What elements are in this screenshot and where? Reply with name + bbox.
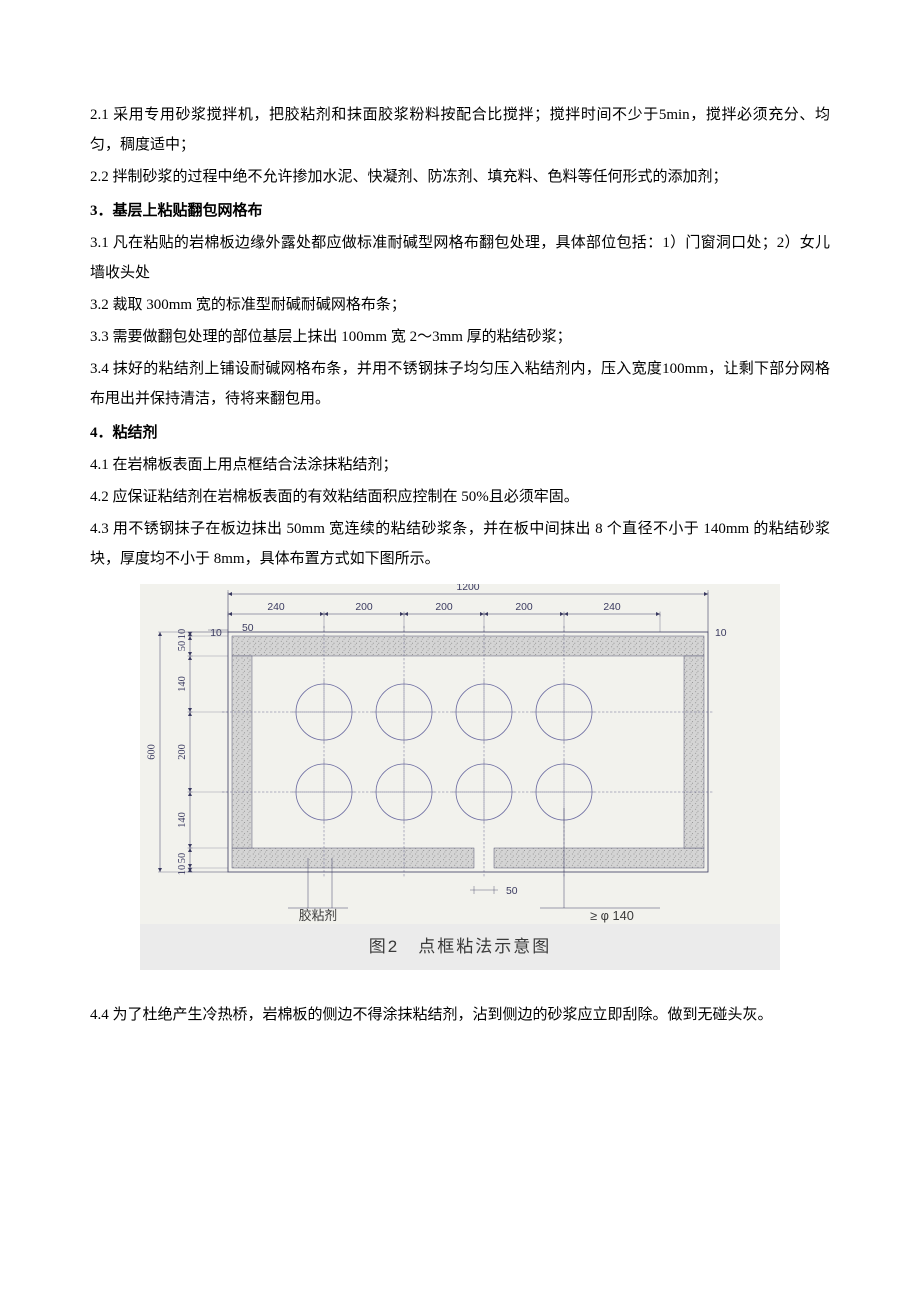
sec2-p2: 2.2 拌制砂浆的过程中绝不允许掺加水泥、快凝剂、防冻剂、填充料、色料等任何形式… <box>90 162 830 192</box>
sec3-p4: 3.4 抹好的粘结剂上铺设耐碱网格布条，并用不锈钢抹子均匀压入粘结剂内，压入宽度… <box>90 354 830 414</box>
svg-text:200: 200 <box>515 602 533 613</box>
sec3-p3: 3.3 需要做翻包处理的部位基层上抹出 100mm 宽 2～3mm 厚的粘结砂浆… <box>90 322 830 352</box>
sec4-p4: 4.4 为了杜绝产生冷热桥，岩棉板的侧边不得涂抹粘结剂，沾到侧边的砂浆应立即刮除… <box>90 1000 830 1030</box>
svg-text:1200: 1200 <box>456 584 479 593</box>
svg-text:≥ φ 140: ≥ φ 140 <box>590 908 634 923</box>
diagram-container: 1200 240 200 200 200 240 10 10 50 600 10 50 140 200 14… <box>90 584 830 970</box>
svg-text:200: 200 <box>435 602 453 613</box>
sec3-title: 3．基层上粘贴翻包网格布 <box>90 196 830 226</box>
diagram-caption: 图2 点框粘法示意图 <box>140 924 780 970</box>
svg-text:胶粘剂: 胶粘剂 <box>299 908 337 923</box>
sec3-p1: 3.1 凡在粘贴的岩棉板边缘外露处都应做标准耐碱型网格布翻包处理，具体部位包括：… <box>90 228 830 288</box>
svg-text:140: 140 <box>177 812 188 828</box>
sec4-p1: 4.1 在岩棉板表面上用点框结合法涂抹粘结剂； <box>90 450 830 480</box>
svg-text:50: 50 <box>506 886 518 897</box>
svg-text:10: 10 <box>210 628 222 639</box>
sec4-p3: 4.3 用不锈钢抹子在板边抹出 50mm 宽连续的粘结砂浆条，并在板中间抹出 8… <box>90 514 830 574</box>
sec3-p2: 3.2 裁取 300mm 宽的标准型耐碱耐碱网格布条； <box>90 290 830 320</box>
svg-text:50: 50 <box>177 853 188 863</box>
svg-text:140: 140 <box>177 676 188 692</box>
adhesive-layout-diagram: 1200 240 200 200 200 240 10 10 50 600 10 50 140 200 14… <box>140 584 780 924</box>
svg-text:50: 50 <box>242 623 254 634</box>
svg-text:240: 240 <box>603 602 621 613</box>
svg-text:50: 50 <box>177 641 188 651</box>
svg-text:10: 10 <box>715 628 727 639</box>
svg-text:240: 240 <box>267 602 285 613</box>
svg-text:10: 10 <box>177 629 188 639</box>
svg-text:200: 200 <box>355 602 373 613</box>
svg-text:200: 200 <box>177 744 188 760</box>
sec4-p2: 4.2 应保证粘结剂在岩棉板表面的有效粘结面积应控制在 50%且必须牢固。 <box>90 482 830 512</box>
sec4-title: 4．粘结剂 <box>90 418 830 448</box>
svg-text:10: 10 <box>177 865 188 875</box>
svg-text:600: 600 <box>146 744 157 760</box>
sec2-p1: 2.1 采用专用砂浆搅拌机，把胶粘剂和抹面胶浆粉料按配合比搅拌；搅拌时间不少于5… <box>90 100 830 160</box>
